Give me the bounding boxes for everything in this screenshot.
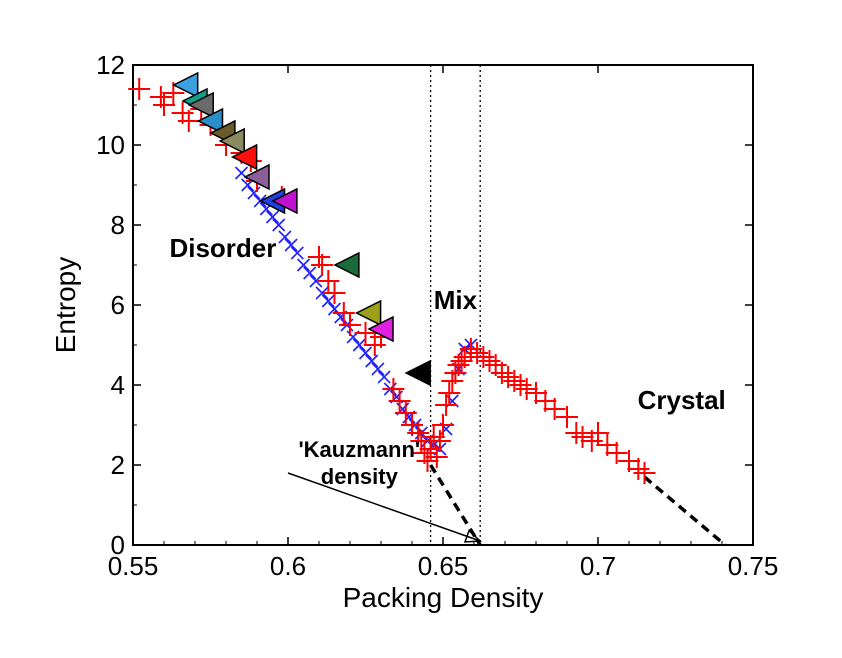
plus-marker-point <box>422 426 445 448</box>
x-marker-point <box>377 370 391 384</box>
x-marker-point <box>358 346 373 360</box>
plus-marker-point <box>394 402 417 424</box>
x-axis-title: Packing Density <box>343 582 544 613</box>
y-axis-title: Entropy <box>50 257 81 354</box>
x-marker-point <box>290 246 304 260</box>
plus-marker-point <box>478 350 501 372</box>
y-tick-label: 6 <box>111 290 125 320</box>
x-marker-point <box>321 294 335 308</box>
plus-marker-point <box>543 398 566 420</box>
annotation-text: 'Kauzmann' <box>298 437 420 462</box>
x-tick-label: 0.65 <box>418 551 469 581</box>
triangle-marker-point <box>218 127 245 155</box>
annotation-arrow <box>287 472 481 542</box>
triangle-marker-point <box>367 315 394 343</box>
x-tick-label: 0.55 <box>108 551 159 581</box>
x-marker-point <box>296 258 311 272</box>
x-marker-point <box>309 274 323 288</box>
x-marker-point <box>247 186 261 200</box>
plus-marker-point <box>388 390 411 412</box>
triangle-marker-point <box>243 163 270 191</box>
triangle-marker-point <box>187 91 214 119</box>
x-tick-label: 0.6 <box>270 551 306 581</box>
x-tick-label: 0.7 <box>580 551 616 581</box>
plus-marker-point <box>490 362 513 384</box>
plus-marker-point <box>515 378 538 400</box>
plus-marker-point <box>459 338 482 360</box>
x-marker-point <box>284 238 298 252</box>
plus-marker-point <box>177 110 200 132</box>
x-marker-point <box>315 286 329 300</box>
plus-marker-point <box>354 322 377 344</box>
kauzmann-annotation: 'Kauzmann'density <box>287 437 482 543</box>
region-label: Mix <box>434 285 478 315</box>
plus-marker-point <box>435 394 458 416</box>
plus-marker-point <box>556 406 578 428</box>
axis-ticks: 0.55 0.6 0.65 0.7 0.75 0 2 4 6 8 10 12 <box>96 50 778 581</box>
x-marker-point <box>371 362 385 376</box>
plus-marker-point <box>605 442 628 464</box>
triangle-marker-point <box>172 71 199 99</box>
plus-marker-point <box>450 350 473 372</box>
plus-marker-point <box>503 370 526 392</box>
plus-marker-point <box>128 78 151 100</box>
plus-marker-point <box>497 366 520 388</box>
plus-marker-point <box>425 446 448 468</box>
plus-marker-point <box>472 346 495 368</box>
y-tick-label: 2 <box>111 450 125 480</box>
triangle-marker-point <box>230 143 258 171</box>
plus-marker-series <box>128 78 656 484</box>
dashed-extrapolation-line <box>643 475 727 547</box>
plus-marker-point <box>311 254 334 276</box>
x-marker-point <box>303 266 317 280</box>
triangle-marker-series <box>172 71 431 387</box>
plus-marker-point <box>153 94 175 116</box>
plus-marker-point <box>416 450 439 472</box>
triangle-marker-point <box>196 107 224 135</box>
plus-marker-point <box>438 382 461 404</box>
plus-marker-point <box>317 270 340 292</box>
triangle-marker-point <box>404 359 431 387</box>
x-marker-point <box>352 338 366 352</box>
x-marker-point <box>272 218 286 232</box>
region-label: Disorder <box>169 233 276 263</box>
dashed-extrapolation-line <box>429 464 482 546</box>
plus-marker-point <box>332 302 355 324</box>
triangle-marker-point <box>271 187 298 215</box>
plus-marker-point <box>587 422 609 444</box>
plus-marker-point <box>627 458 650 480</box>
x-marker-point <box>365 354 379 368</box>
triangle-marker-point <box>333 251 360 279</box>
annotation-arrowhead <box>463 529 482 543</box>
y-tick-label: 0 <box>111 530 125 560</box>
plus-marker-point <box>382 378 405 400</box>
region-label: Crystal <box>638 385 726 415</box>
x-marker-point <box>278 230 292 244</box>
plus-marker-point <box>633 462 656 484</box>
dashed-extrapolations <box>429 464 727 547</box>
plus-marker-point <box>162 82 185 104</box>
plus-marker-point <box>432 414 454 436</box>
y-tick-label: 4 <box>111 370 125 400</box>
x-marker-point <box>265 210 280 224</box>
plus-marker-point <box>428 430 451 452</box>
plus-marker-point <box>339 314 361 336</box>
triangle-marker-point <box>354 299 382 327</box>
plus-marker-point <box>323 282 346 304</box>
plus-marker-point <box>466 342 489 364</box>
plus-marker-point <box>565 422 588 444</box>
region-labels: Disorder Mix Crystal <box>169 233 725 415</box>
plus-marker-point <box>509 374 532 396</box>
y-tick-label: 12 <box>96 50 125 80</box>
annotation-text: density <box>321 464 399 489</box>
plus-marker-point <box>571 426 594 448</box>
y-tick-label: 10 <box>96 130 125 160</box>
y-tick-label: 8 <box>111 210 125 240</box>
x-tick-label: 0.75 <box>728 551 779 581</box>
